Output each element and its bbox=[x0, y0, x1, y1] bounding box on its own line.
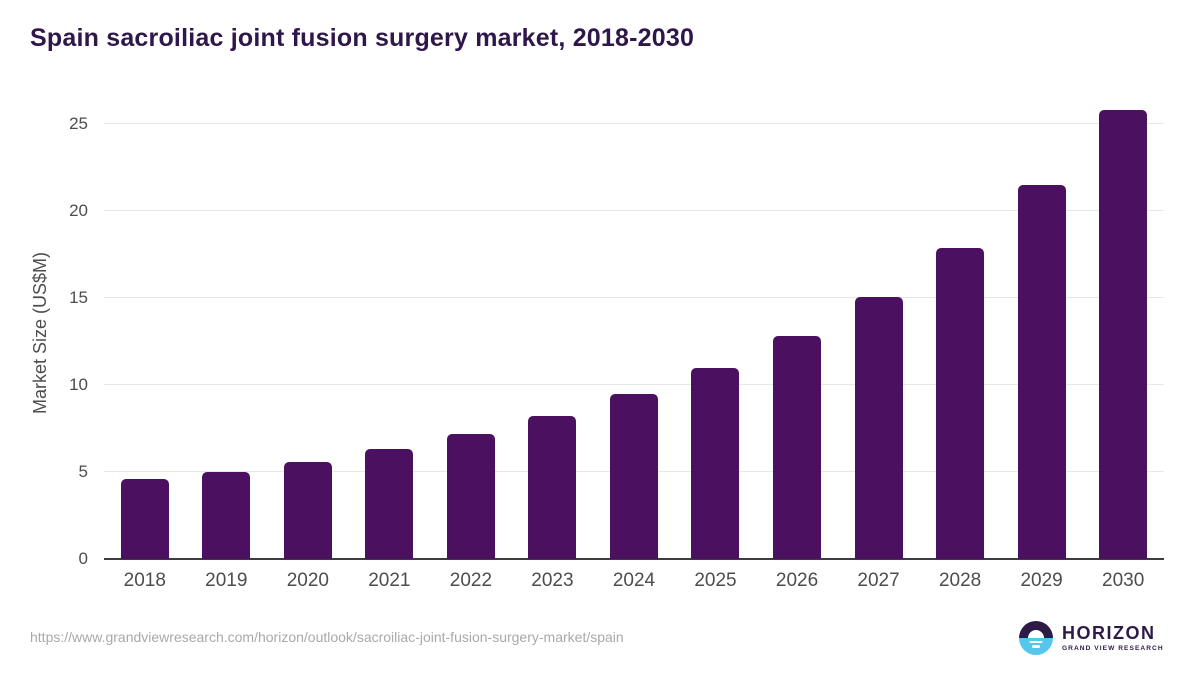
bar-2023 bbox=[528, 416, 577, 559]
x-label-2020: 2020 bbox=[286, 570, 329, 591]
bar-column-2020 bbox=[267, 107, 349, 559]
bar-column-2021 bbox=[349, 107, 431, 559]
bar-2018 bbox=[120, 479, 169, 559]
x-label-2018: 2018 bbox=[123, 570, 166, 591]
y-tick-20: 20 bbox=[69, 201, 88, 221]
x-label-2029: 2029 bbox=[1020, 570, 1063, 591]
x-label-2026: 2026 bbox=[775, 570, 819, 591]
bar-2029 bbox=[1017, 185, 1066, 559]
bars-container bbox=[104, 107, 1164, 559]
bar-column-2029 bbox=[1001, 107, 1083, 559]
x-label-2027: 2027 bbox=[857, 570, 900, 591]
bar-column-2023 bbox=[512, 107, 594, 559]
sun-reflection-line bbox=[1029, 640, 1043, 643]
bar-2021 bbox=[365, 449, 414, 559]
bar-2024 bbox=[609, 393, 658, 559]
source-url: https://www.grandviewresearch.com/horizo… bbox=[30, 629, 624, 645]
y-tick-5: 5 bbox=[78, 462, 88, 482]
gridline-25 bbox=[104, 123, 1164, 125]
x-axis-line bbox=[104, 558, 1164, 560]
sun-reflection-line bbox=[1032, 645, 1040, 648]
y-tick-15: 15 bbox=[69, 288, 88, 308]
y-axis-title: Market Size (US$M) bbox=[28, 107, 52, 559]
gridline-10 bbox=[104, 384, 1164, 386]
logo-text: HORIZON GRAND VIEW RESEARCH bbox=[1062, 624, 1164, 652]
bar-2028 bbox=[936, 247, 985, 559]
bar-column-2025 bbox=[675, 107, 757, 559]
sun-glyph bbox=[1028, 630, 1044, 638]
y-tick-0: 0 bbox=[78, 549, 88, 568]
x-label-2019: 2019 bbox=[205, 570, 248, 591]
x-label-2022: 2022 bbox=[449, 570, 493, 591]
bar-2022 bbox=[446, 433, 495, 559]
bar-2027 bbox=[854, 296, 903, 559]
x-label-2023: 2023 bbox=[531, 570, 574, 591]
bar-column-2028 bbox=[919, 107, 1001, 559]
x-axis-labels: 2018 2019 2020 2021 2022 2023 2024 2025 2026 2027… bbox=[104, 570, 1164, 592]
logo-subtitle: GRAND VIEW RESEARCH bbox=[1062, 645, 1164, 652]
x-label-2021: 2021 bbox=[368, 570, 411, 591]
bar-column-2027 bbox=[838, 107, 920, 559]
bar-2019 bbox=[202, 472, 251, 559]
bar-column-2018 bbox=[104, 107, 186, 559]
bar-2026 bbox=[773, 336, 822, 559]
bar-column-2024 bbox=[593, 107, 675, 559]
x-label-2030: 2030 bbox=[1102, 570, 1145, 591]
bar-2030 bbox=[1099, 110, 1148, 559]
plot-area: 0 5 10 15 20 25 bbox=[69, 107, 1164, 568]
x-label-2028: 2028 bbox=[938, 570, 982, 591]
bar-column-2022 bbox=[430, 107, 512, 559]
gridline-15 bbox=[104, 297, 1164, 299]
horizon-sun-icon bbox=[1019, 621, 1053, 655]
chart-title: Spain sacroiliac joint fusion surgery ma… bbox=[30, 24, 695, 52]
bar-column-2026 bbox=[756, 107, 838, 559]
horizon-logo: HORIZON GRAND VIEW RESEARCH bbox=[1019, 620, 1164, 656]
x-label-2024: 2024 bbox=[612, 570, 656, 591]
x-label-2025: 2025 bbox=[694, 570, 737, 591]
bar-column-2030 bbox=[1082, 107, 1164, 559]
bar-2020 bbox=[283, 461, 332, 559]
bar-column-2019 bbox=[186, 107, 268, 559]
bar-2025 bbox=[691, 367, 740, 559]
logo-title: HORIZON bbox=[1062, 623, 1156, 643]
y-tick-25: 25 bbox=[69, 114, 88, 134]
gridline-20 bbox=[104, 210, 1164, 212]
y-tick-10: 10 bbox=[69, 375, 88, 395]
